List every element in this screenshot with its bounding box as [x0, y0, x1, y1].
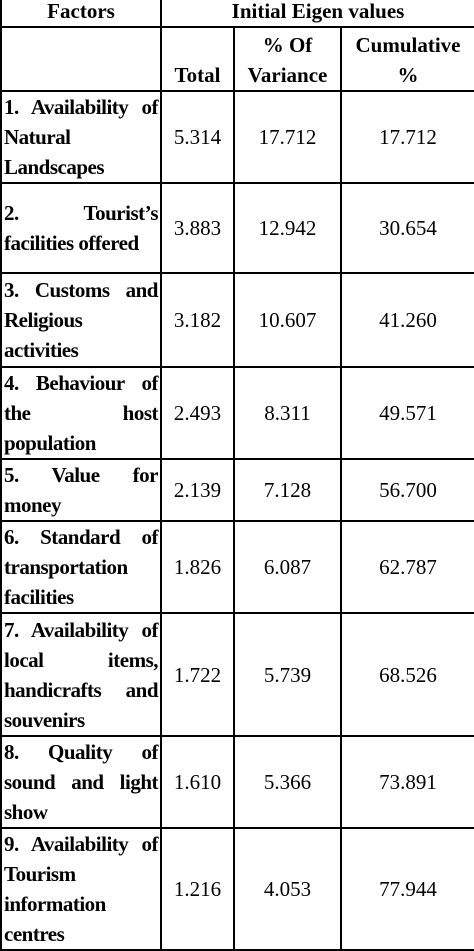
- value-cell: 6.087: [233, 520, 342, 614]
- value-cell: 4.053: [233, 827, 342, 951]
- factor-cell: 1. Availability of Natural Landscapes: [0, 90, 162, 184]
- value-cell: 77.944: [339, 827, 474, 951]
- factor-cell: 4. Behaviour of the host population: [0, 366, 162, 460]
- value-cell: 49.571: [339, 366, 474, 460]
- factor-cell: 6. Standard of transportation facilities: [0, 520, 162, 614]
- data-row: 7. Availability of local items, handicra…: [0, 612, 474, 737]
- factor-cell: 7. Availability of local items, handicra…: [0, 612, 162, 737]
- value-cell: 1.610: [160, 735, 235, 829]
- empty-cell: [0, 26, 162, 92]
- value-cell: 73.891: [339, 735, 474, 829]
- value-cell: 30.654: [339, 182, 474, 274]
- value-cell: 41.260: [339, 272, 474, 368]
- value-cell: 5.739: [233, 612, 342, 737]
- data-row: 2. Tourist’s facilities offered 3.883 12.9…: [0, 182, 474, 274]
- value-cell: 2.493: [160, 366, 235, 460]
- value-cell: 8.311: [233, 366, 342, 460]
- value-cell: 7.128: [233, 458, 342, 522]
- header-row: Factors Initial Eigen values: [0, 0, 474, 28]
- factors-header: Factors: [0, 0, 162, 28]
- value-cell: 2.139: [160, 458, 235, 522]
- column-header: Cumulative %: [339, 26, 474, 92]
- value-cell: 1.216: [160, 827, 235, 951]
- value-cell: 5.366: [233, 735, 342, 829]
- data-row: 6. Standard of transportation facilities…: [0, 520, 474, 614]
- data-row: 8. Quality of sound and light show 1.610 5…: [0, 735, 474, 829]
- value-cell: 1.722: [160, 612, 235, 737]
- subheader-row: Total % Of Variance Cumulative %: [0, 26, 474, 92]
- value-cell: 62.787: [339, 520, 474, 614]
- value-cell: 10.607: [233, 272, 342, 368]
- data-row: 3. Customs and Religious activities 3.182…: [0, 272, 474, 368]
- column-header: % Of Variance: [233, 26, 342, 92]
- factor-cell: 2. Tourist’s facilities offered: [0, 182, 162, 274]
- value-cell: 56.700: [339, 458, 474, 522]
- data-row: 9. Availability of Tourism information c…: [0, 827, 474, 951]
- value-cell: 5.314: [160, 90, 235, 184]
- value-cell: 17.712: [233, 90, 342, 184]
- factor-cell: 5. Value for money: [0, 458, 162, 522]
- data-row: 5. Value for money 2.139 7.128 56.700: [0, 458, 474, 522]
- factor-cell: 9. Availability of Tourism information c…: [0, 827, 162, 951]
- data-row: 1. Availability of Natural Landscapes 5.3…: [0, 90, 474, 184]
- value-cell: 17.712: [339, 90, 474, 184]
- value-cell: 1.826: [160, 520, 235, 614]
- factor-cell: 3. Customs and Religious activities: [0, 272, 162, 368]
- value-cell: 3.182: [160, 272, 235, 368]
- value-cell: 3.883: [160, 182, 235, 274]
- value-cell: 68.526: [339, 612, 474, 737]
- value-cell: 12.942: [233, 182, 342, 274]
- column-header: Total: [160, 26, 235, 92]
- factor-cell: 8. Quality of sound and light show: [0, 735, 162, 829]
- group-header: Initial Eigen values: [159, 0, 474, 28]
- data-row: 4. Behaviour of the host population 2.493…: [0, 366, 474, 460]
